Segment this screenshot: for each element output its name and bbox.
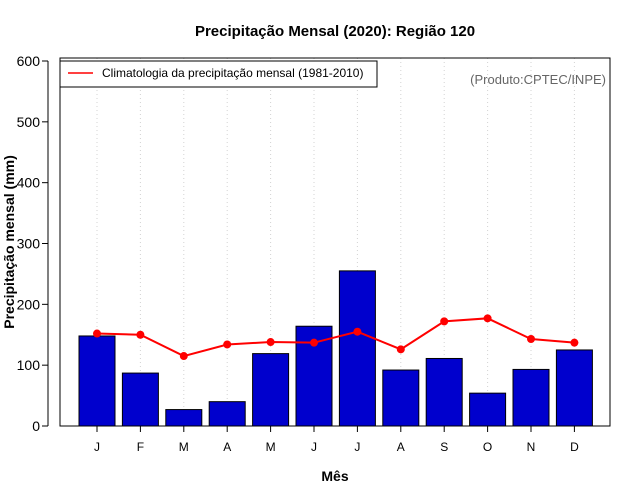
climatology-point-1 [93,329,101,338]
y-axis: 0 100 200 300 400 500 600 [17,53,49,434]
grid [96,58,575,426]
climatology-point-4 [223,340,232,349]
climatology-polyline [96,317,575,358]
y-axis-label: Precipitação mensal (mm) [1,155,17,329]
climatology-point-7 [353,327,362,336]
x-tick-label: J [311,440,317,454]
y-tick-label: 600 [17,53,41,69]
y-tick-label: 100 [17,357,41,373]
x-tick-label: S [440,440,448,454]
bar-11 [512,368,550,427]
bar-2 [121,372,159,427]
x-tick-label: A [397,440,405,454]
y-tick-label: 500 [17,114,41,130]
bar-1 [78,335,116,427]
climatology-point-9 [440,317,449,326]
bar-8 [382,369,420,427]
bar-12 [555,349,593,427]
plot-frame [59,57,611,427]
legend-box [59,60,378,88]
bars [78,270,593,427]
legend: Climatologia da precipitação mensal (198… [59,60,378,88]
x-tick-label: J [94,440,100,454]
bar-9 [425,357,463,427]
climatology-point-3 [179,352,188,361]
climatology-point-2 [136,330,145,339]
climatology-point-5 [266,338,275,347]
x-tick-label: A [223,440,231,454]
climatology-point-8 [396,345,405,354]
y-tick-label: 400 [17,175,41,191]
x-tick-label: M [179,440,189,454]
x-tick-label: O [483,440,492,454]
y-tick-label: 300 [17,236,41,252]
x-tick-label: D [570,440,579,454]
y-tick-label: 200 [17,296,41,312]
x-tick-label: N [527,440,536,454]
bar-10 [469,392,507,427]
x-tick-label: M [266,440,276,454]
bar-5 [252,353,290,427]
bar-7 [338,270,376,427]
x-tick-label: F [137,440,144,454]
source-annotation: (Produto:CPTEC/INPE) [470,72,606,87]
chart-title: Precipitação Mensal (2020): Região 120 [195,23,475,40]
x-tick-label: J [354,440,360,454]
x-axis-label: Mês [321,468,348,484]
bar-3 [165,409,203,427]
climatology-point-11 [527,335,535,344]
climatology-point-10 [483,314,492,323]
climatology-point-12 [570,338,579,347]
climatology-line [93,314,579,361]
y-tick-label: 0 [32,418,40,434]
legend-entry-climatology: Climatologia da precipitação mensal (198… [102,66,363,80]
climatology-point-6 [310,338,318,347]
bar-4 [208,401,246,427]
